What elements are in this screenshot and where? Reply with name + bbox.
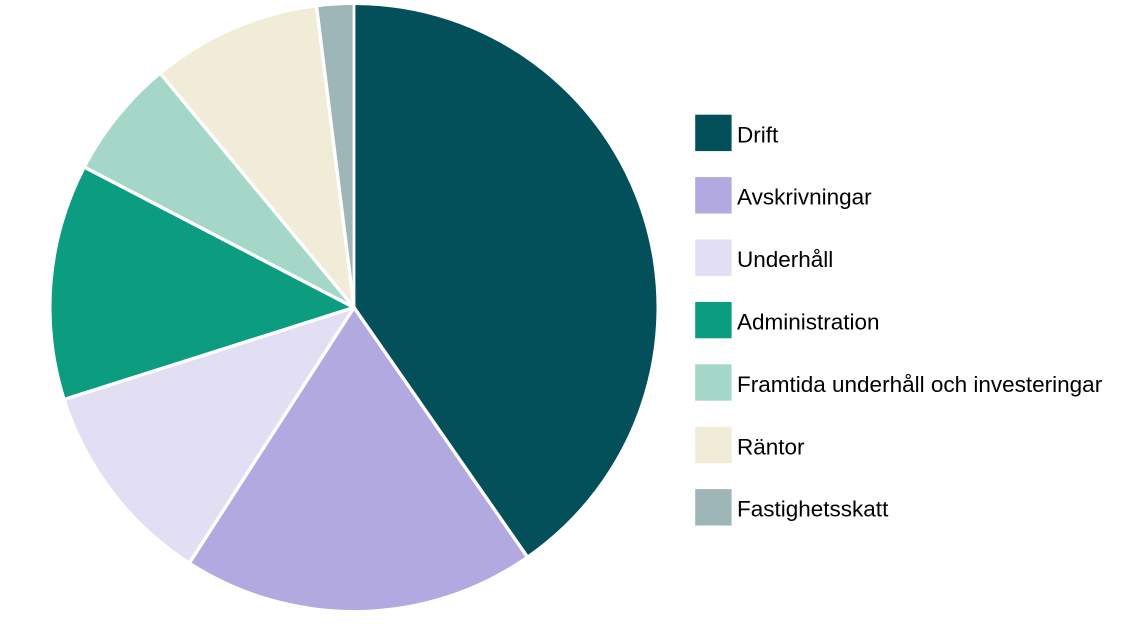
svg-text:Drift: Drift	[737, 122, 779, 147]
svg-text:Fastighetsskatt: Fastighetsskatt	[737, 497, 889, 522]
svg-text:Räntor: Räntor	[737, 434, 805, 459]
svg-text:Avskrivningar: Avskrivningar	[737, 185, 872, 210]
svg-text:Administration: Administration	[737, 310, 880, 335]
svg-text:Framtida underhåll och investe: Framtida underhåll och investeringar	[737, 372, 1103, 397]
svg-text:Underhåll: Underhåll	[737, 247, 833, 272]
